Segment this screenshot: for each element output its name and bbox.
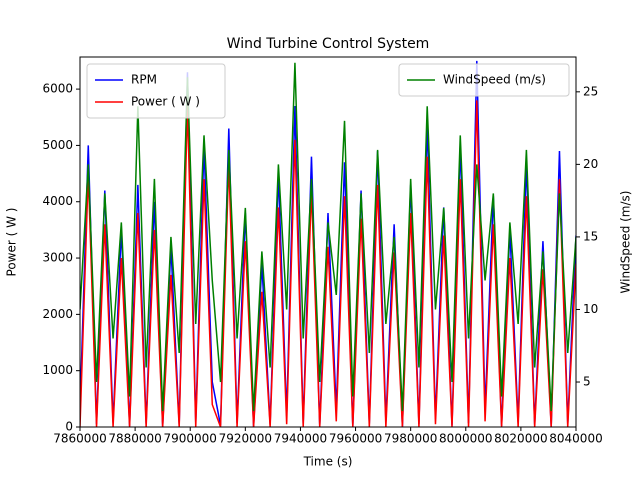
y-tick-label: 1000: [42, 363, 73, 377]
x-tick-label: 8000000: [439, 432, 492, 446]
line-series: [80, 62, 576, 412]
x-tick-label: 7940000: [274, 432, 327, 446]
y-tick-label: 6000: [42, 82, 73, 96]
chart-title: Wind Turbine Control System: [227, 36, 430, 52]
y-tick-label: 5000: [42, 138, 73, 152]
y-axis-label: Power ( W ): [5, 208, 19, 277]
y2-tick-label: 25: [583, 84, 598, 98]
y-tick-label: 0: [65, 420, 73, 434]
x-tick-label: 7920000: [219, 432, 272, 446]
line-series: [80, 100, 576, 427]
x-tick-label: 7880000: [108, 432, 161, 446]
y-tick-label: 2000: [42, 307, 73, 321]
legend-box: [398, 63, 570, 97]
x-tick-label: 8020000: [494, 432, 547, 446]
y2-tick-label: 10: [583, 302, 598, 316]
plot-frame: [79, 56, 577, 428]
legend-label: Power ( W ): [131, 95, 200, 109]
x-tick-label: 7980000: [384, 432, 437, 446]
y-tick-label: 3000: [42, 251, 73, 265]
x-tick-label: 8040000: [549, 432, 602, 446]
legend-label: WindSpeed (m/s): [443, 73, 546, 87]
x-axis-label: Time (s): [303, 455, 353, 469]
y2-tick-label: 20: [583, 157, 598, 171]
x-tick-label: 7860000: [53, 432, 106, 446]
x-tick-label: 7900000: [163, 432, 216, 446]
y2-tick-label: 5: [583, 375, 591, 389]
y2-axis-label: WindSpeed (m/s): [619, 191, 633, 294]
y-tick-label: 4000: [42, 194, 73, 208]
legend-label: RPM: [131, 73, 157, 87]
y2-tick-label: 15: [583, 229, 598, 243]
x-tick-label: 7960000: [329, 432, 382, 446]
legend-box: [86, 63, 226, 119]
